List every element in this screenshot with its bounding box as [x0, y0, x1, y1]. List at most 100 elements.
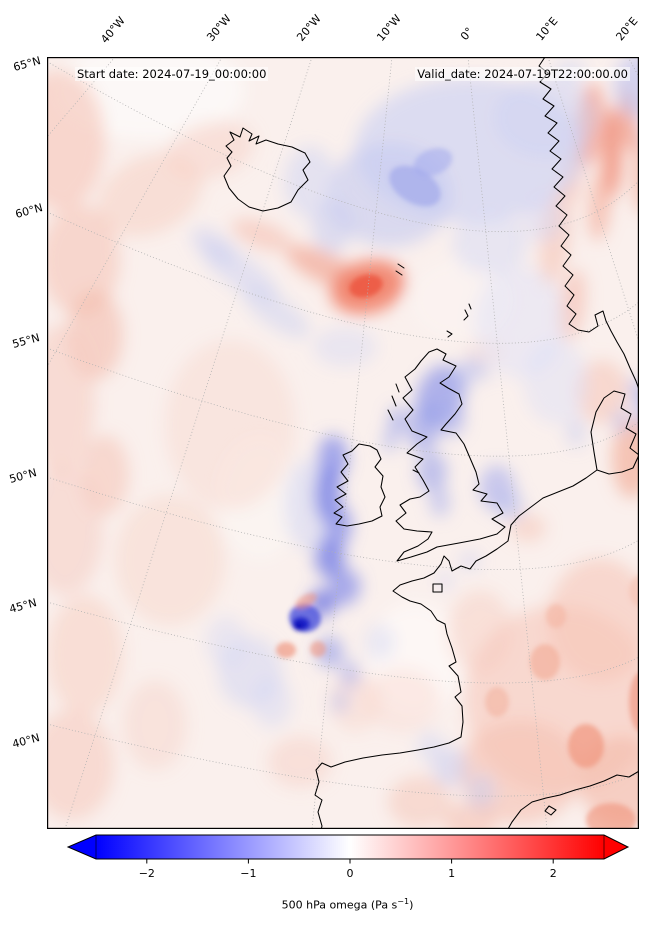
field-blob — [417, 731, 443, 761]
coastline-hebrides — [387, 383, 400, 421]
field-blob — [413, 147, 453, 177]
lon-tick-label: 20°E — [613, 14, 641, 44]
coastline-small-lake — [432, 583, 443, 593]
gridline-20E — [627, 57, 639, 78]
gridline-10W — [311, 57, 393, 829]
lon-tick-label: 0° — [458, 25, 476, 43]
field-blob — [452, 211, 528, 275]
field-blob — [294, 622, 304, 630]
omega-field-sharp-layer — [276, 147, 639, 829]
field-blob — [588, 169, 612, 241]
field-blob — [123, 680, 187, 770]
field-blob — [242, 285, 310, 339]
field-blob — [493, 78, 597, 158]
field-blob — [430, 487, 450, 517]
coastline-isle-of-man — [412, 469, 420, 474]
field-blob — [388, 776, 452, 828]
field-blob — [47, 710, 114, 820]
field-blob — [349, 274, 383, 298]
coastline-mediterranean-coast — [507, 770, 639, 829]
field-blob — [165, 340, 295, 510]
coastline-great-britain — [395, 348, 506, 562]
field-blob — [284, 146, 336, 218]
field-blob — [437, 573, 453, 589]
field-blob — [510, 514, 546, 542]
colorbar-label: 500 hPa omega (Pa s−1) — [18, 897, 659, 912]
field-blob — [331, 691, 349, 713]
coastline-shetland — [463, 303, 472, 321]
field-blob — [329, 672, 381, 732]
colorbar-label-text: 500 hPa omega (Pa s — [281, 898, 398, 912]
colorbar-tick-label: −1 — [240, 867, 256, 880]
field-blob — [340, 660, 360, 688]
field-blob — [485, 687, 509, 717]
graticule — [47, 57, 639, 829]
field-blob — [388, 406, 408, 436]
gridline-0 — [467, 57, 548, 829]
lat-tick-label: 65°N — [11, 54, 43, 74]
lat-tick-label: 40°N — [10, 731, 42, 751]
colorbar-label-sup: −1 — [397, 897, 410, 906]
map-border — [47, 57, 639, 829]
field-blob — [498, 491, 524, 521]
field-blob — [566, 416, 586, 448]
field-blob — [312, 201, 352, 253]
coastline-denmark — [590, 390, 639, 475]
field-blob — [47, 70, 105, 210]
gridline-55N — [47, 347, 639, 457]
field-blob — [466, 773, 496, 809]
coastline-norway — [538, 57, 639, 391]
field-blob — [313, 327, 377, 367]
start-date-title: Start date: 2024-07-19_00:00:00 — [75, 67, 269, 81]
field-blob — [568, 724, 604, 768]
field-blob — [47, 205, 120, 315]
field-blob — [632, 131, 639, 213]
coastline-continental-coast — [314, 469, 598, 829]
colorbar-ticks: −2 −1 0 1 2 — [139, 859, 557, 880]
coastline-faroe-islands — [395, 263, 405, 276]
colorbar: −2 −1 0 1 2 — [66, 834, 630, 880]
field-blob — [586, 803, 636, 829]
field-blob — [460, 553, 480, 569]
field-blob — [115, 495, 225, 625]
field-blob — [47, 325, 95, 475]
colorbar-tick-label: −2 — [139, 867, 155, 880]
colorbar-tick-label: 1 — [448, 867, 455, 880]
field-blob — [365, 624, 395, 660]
field-blob — [47, 465, 103, 595]
coastlines — [223, 57, 639, 829]
field-blob — [276, 642, 296, 658]
field-blob — [315, 467, 341, 523]
field-blob — [295, 593, 317, 609]
omega-field-soft-layer — [47, 57, 639, 829]
coastline-ireland — [333, 443, 386, 527]
map-plot — [47, 57, 639, 829]
lat-tick-label: 45°N — [7, 596, 39, 616]
field-blob — [191, 227, 237, 265]
colorbar-label-close: ) — [409, 898, 414, 912]
colorbar-tick-label: 2 — [550, 867, 557, 880]
field-blob — [451, 366, 471, 396]
lon-tick-label: 40°W — [98, 14, 128, 46]
lon-tick-label: 10°W — [374, 12, 404, 44]
field-blob — [47, 595, 123, 715]
gridline-40N — [47, 723, 639, 797]
valid-date-title: Valid_date: 2024-07-19T22:00:00.00 — [415, 67, 630, 81]
lon-tick-label: 20°W — [294, 12, 324, 44]
field-blob — [97, 153, 203, 237]
field-blob — [546, 604, 566, 628]
gridline-50N — [47, 476, 639, 571]
lat-tick-label: 60°N — [13, 201, 45, 221]
field-blob — [530, 644, 560, 680]
field-blob — [613, 408, 629, 434]
field-blob — [462, 355, 490, 381]
field-blob — [432, 747, 468, 787]
field-blob — [548, 558, 639, 682]
field-blob — [382, 430, 398, 452]
coastline-orkney — [446, 330, 453, 338]
field-blob — [576, 360, 628, 424]
field-blob — [310, 641, 326, 657]
field-blob — [629, 672, 639, 732]
field-blob — [206, 616, 246, 668]
